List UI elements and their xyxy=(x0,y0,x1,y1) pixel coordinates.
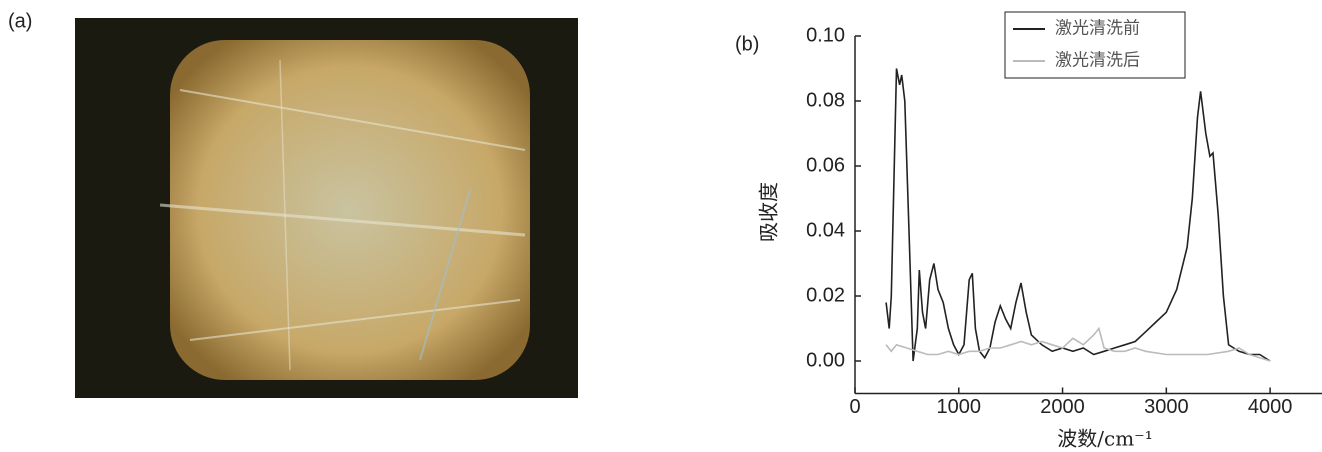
x-tick-label: 4000 xyxy=(1248,396,1293,418)
x-tick-label: 3000 xyxy=(1144,396,1189,418)
y-tick-label: 0.04 xyxy=(806,219,845,241)
series-line xyxy=(886,329,1270,362)
y-tick-label: 0.02 xyxy=(806,284,845,306)
y-tick-label: 0.00 xyxy=(806,349,845,371)
y-tick-label: 0.06 xyxy=(806,154,845,176)
series-line xyxy=(886,69,1270,362)
x-tick-label: 0 xyxy=(849,396,860,418)
y-tick-label: 0.08 xyxy=(806,89,845,111)
panel-label: (a) xyxy=(8,10,32,32)
x-tick-label: 1000 xyxy=(937,396,982,418)
y-axis-title: 吸收度 xyxy=(757,182,781,242)
panel-label: (b) xyxy=(735,33,759,55)
x-tick-label: 2000 xyxy=(1040,396,1085,418)
y-tick-label: 0.10 xyxy=(806,24,845,46)
legend-label: 激光清洗前 xyxy=(1055,19,1140,39)
x-axis-title: 波数/cm⁻¹ xyxy=(1057,427,1152,451)
legend-label: 激光清洗后 xyxy=(1055,51,1140,71)
figure: (a) (b) 波数/cm⁻¹ 吸收度 0.00 0.02 0.04 0.06 0.08… xyxy=(0,0,1322,452)
photo xyxy=(75,18,578,398)
